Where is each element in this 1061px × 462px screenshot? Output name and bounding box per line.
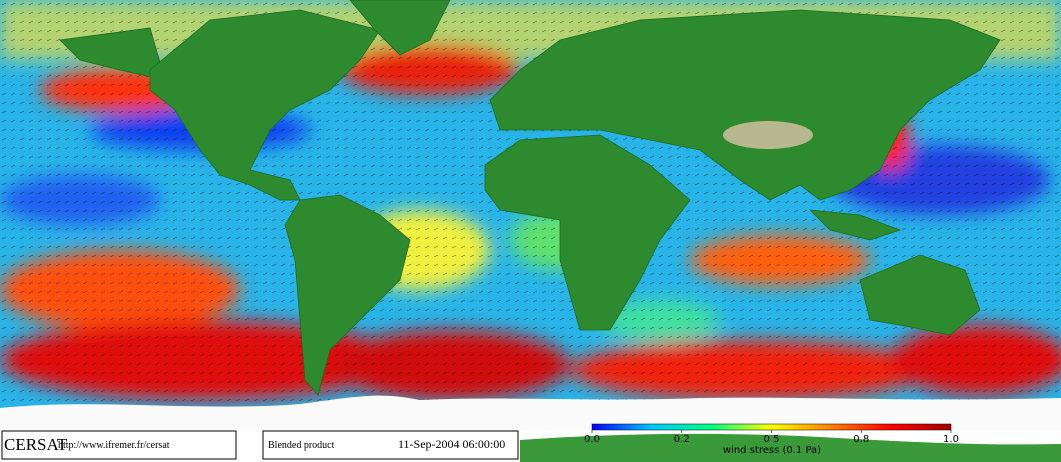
land-strip: [520, 433, 1061, 462]
colorbar-tick-label: 0.5: [764, 434, 780, 445]
colorbar-tick-label: 0.8: [853, 434, 869, 445]
logo-box: [1, 430, 237, 460]
colorbar-tick-label: 0.2: [674, 434, 690, 445]
date: 11-Sep-2004 06:00:00: [398, 437, 505, 451]
colorbar-tick-label: 1.0: [943, 434, 959, 445]
product: Blended product: [268, 440, 335, 451]
antarctica: [0, 395, 1061, 430]
colorbar-tick-label: 0.0: [584, 434, 600, 445]
colorbar: 0.0 0.2 0.5 0.8 1.0: [584, 423, 959, 445]
logo: CERSAT: [4, 435, 68, 454]
continents: [59, 0, 1001, 396]
colorbar-label: wind stress (0.1 Pa): [723, 445, 821, 456]
colorbar-ramp: [591, 423, 952, 431]
product-box: [262, 430, 519, 460]
url: http://www.ifremer.fr/cersat: [58, 440, 170, 451]
